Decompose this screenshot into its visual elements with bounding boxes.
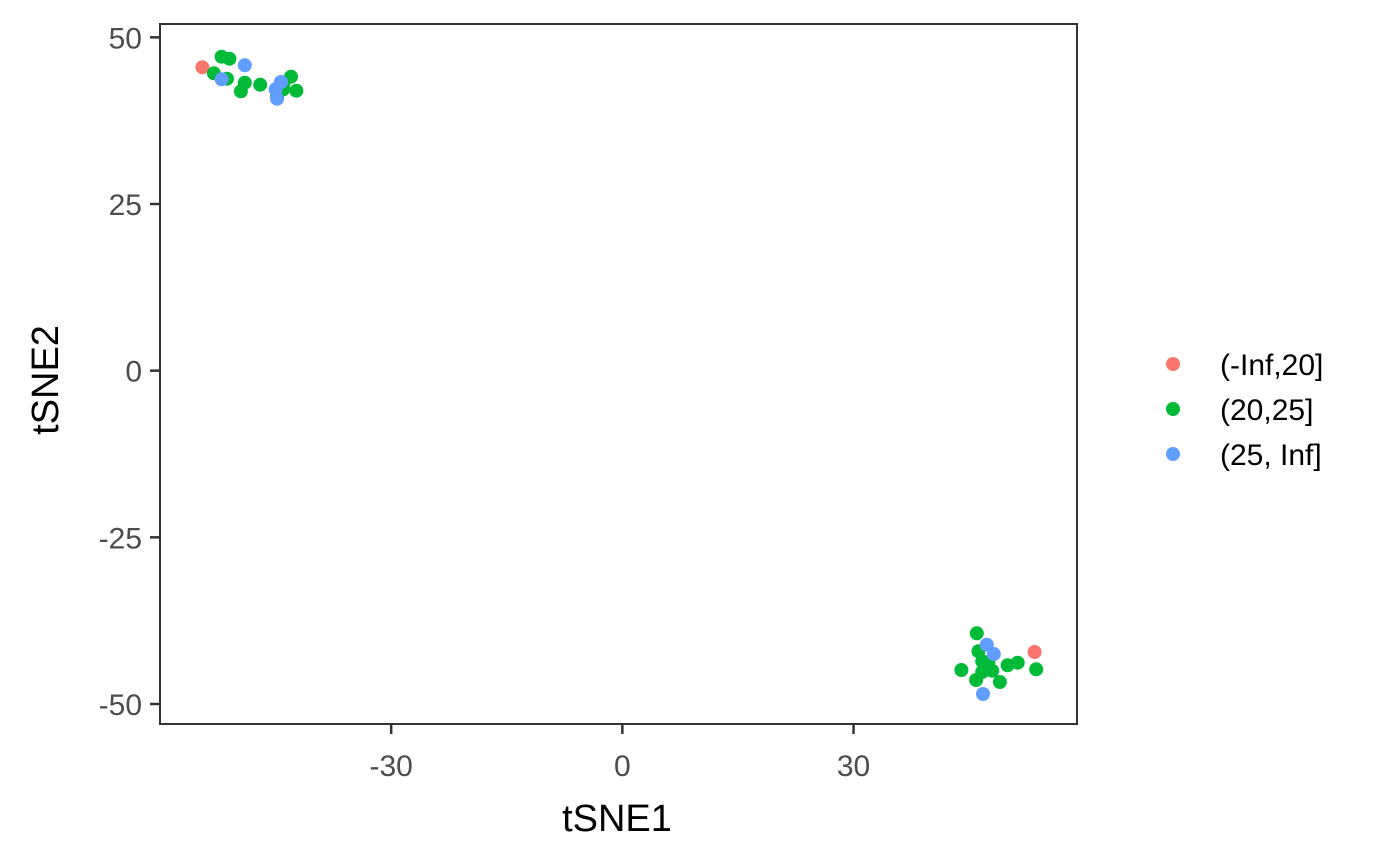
point-series-1-18	[954, 663, 969, 677]
x-tick-label: -30	[369, 750, 412, 783]
point-series-1-6	[253, 77, 268, 92]
plot-panel	[159, 23, 1078, 725]
point-series-2-4	[270, 91, 285, 106]
point-series-2-1	[237, 58, 252, 73]
point-series-1-14	[969, 626, 984, 641]
panel-border	[159, 23, 1078, 725]
point-series-1-5	[237, 75, 252, 90]
y-tick-label: 50	[109, 22, 142, 55]
point-series-1-25	[1029, 662, 1044, 677]
point-series-0-1	[1027, 645, 1042, 659]
point-series-2-7	[976, 687, 990, 701]
point-series-2-6	[986, 647, 1001, 661]
data-points	[195, 49, 1044, 701]
x-tick-label: 0	[614, 750, 631, 783]
point-series-2-0	[214, 72, 229, 87]
point-series-1-13	[289, 83, 304, 98]
y-axis-title: tSNE2	[25, 325, 67, 435]
point-series-1-2	[222, 51, 237, 66]
y-axis: -50 -25 0 25 50	[99, 22, 160, 722]
y-tick-label: -50	[99, 689, 142, 722]
y-tick-label: -25	[99, 522, 142, 555]
point-series-2-3	[274, 75, 288, 89]
y-tick-label: 25	[109, 189, 142, 222]
y-tick-label: 0	[125, 356, 142, 389]
legend-label: (25, Inf]	[1220, 439, 1322, 472]
legend-label: (-Inf,20]	[1220, 349, 1323, 382]
legend-key	[1166, 402, 1180, 416]
point-series-1-20	[985, 663, 1000, 678]
point-series-1-22	[992, 675, 1007, 689]
legend-label: (20,25]	[1220, 394, 1313, 427]
legend-key	[1166, 357, 1180, 371]
point-series-0-0	[195, 60, 210, 75]
legend-key	[1166, 447, 1180, 461]
legend: (-Inf,20] (20,25] (25, Inf]	[1166, 349, 1323, 472]
point-series-1-21	[969, 673, 984, 687]
x-axis: -30 0 30	[369, 724, 870, 783]
x-axis-title: tSNE1	[562, 798, 672, 840]
x-tick-label: 30	[837, 750, 870, 783]
point-series-1-24	[1010, 655, 1025, 670]
